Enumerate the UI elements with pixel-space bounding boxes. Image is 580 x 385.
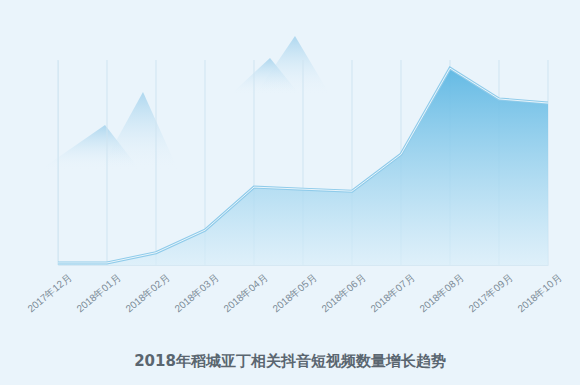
x-tick: 2017年09月 [467,265,515,314]
x-tick: 2017年12月 [26,265,74,314]
x-tick: 2018年05月 [271,265,319,314]
area [58,68,548,265]
x-tick-label: 2017年09月 [467,272,515,315]
x-tick-label: 2018年02月 [124,272,172,315]
x-tick-label: 2018年01月 [75,272,123,315]
x-tick-label: 2017年12月 [26,272,74,315]
title: 2018年稻城亚丁相关抖音短视频数量增长趋势 [134,352,446,370]
line-highlight [58,68,548,263]
grid [58,60,548,265]
x-tick: 2018年03月 [173,265,221,314]
grid-line [156,60,157,265]
x-tick: 2018年04月 [222,265,270,314]
x-tick-label: 2018年07月 [369,272,417,315]
chart: 2017年12月2018年01月2018年02月2018年03月2018年04月… [0,0,580,385]
x-tick: 2018年07月 [369,265,417,314]
x-tick-label: 2018年10月 [516,272,564,315]
line [58,68,548,263]
x-tick: 2018年01月 [75,265,123,314]
x-tick-label: 2018年08月 [418,272,466,315]
x-tick: 2018年06月 [320,265,368,314]
x-axis: 2017年12月2018年01月2018年02月2018年03月2018年04月… [26,265,564,314]
y-axis-line [58,61,59,266]
x-tick: 2018年02月 [124,265,172,314]
plot-area [58,68,548,265]
decoration-mountain [100,92,178,170]
y-axis [58,61,59,266]
x-tick-label: 2018年03月 [173,272,221,315]
x-tick-label: 2018年04月 [222,272,270,315]
x-tick: 2018年08月 [418,265,466,314]
x-tick-label: 2018年05月 [271,272,319,315]
grid-line [107,60,108,265]
grid-line [58,60,59,265]
x-tick-label: 2018年06月 [320,272,368,315]
x-tick: 2018年10月 [516,265,564,314]
decoration-mountain [255,36,330,95]
x-axis-line [59,265,549,266]
